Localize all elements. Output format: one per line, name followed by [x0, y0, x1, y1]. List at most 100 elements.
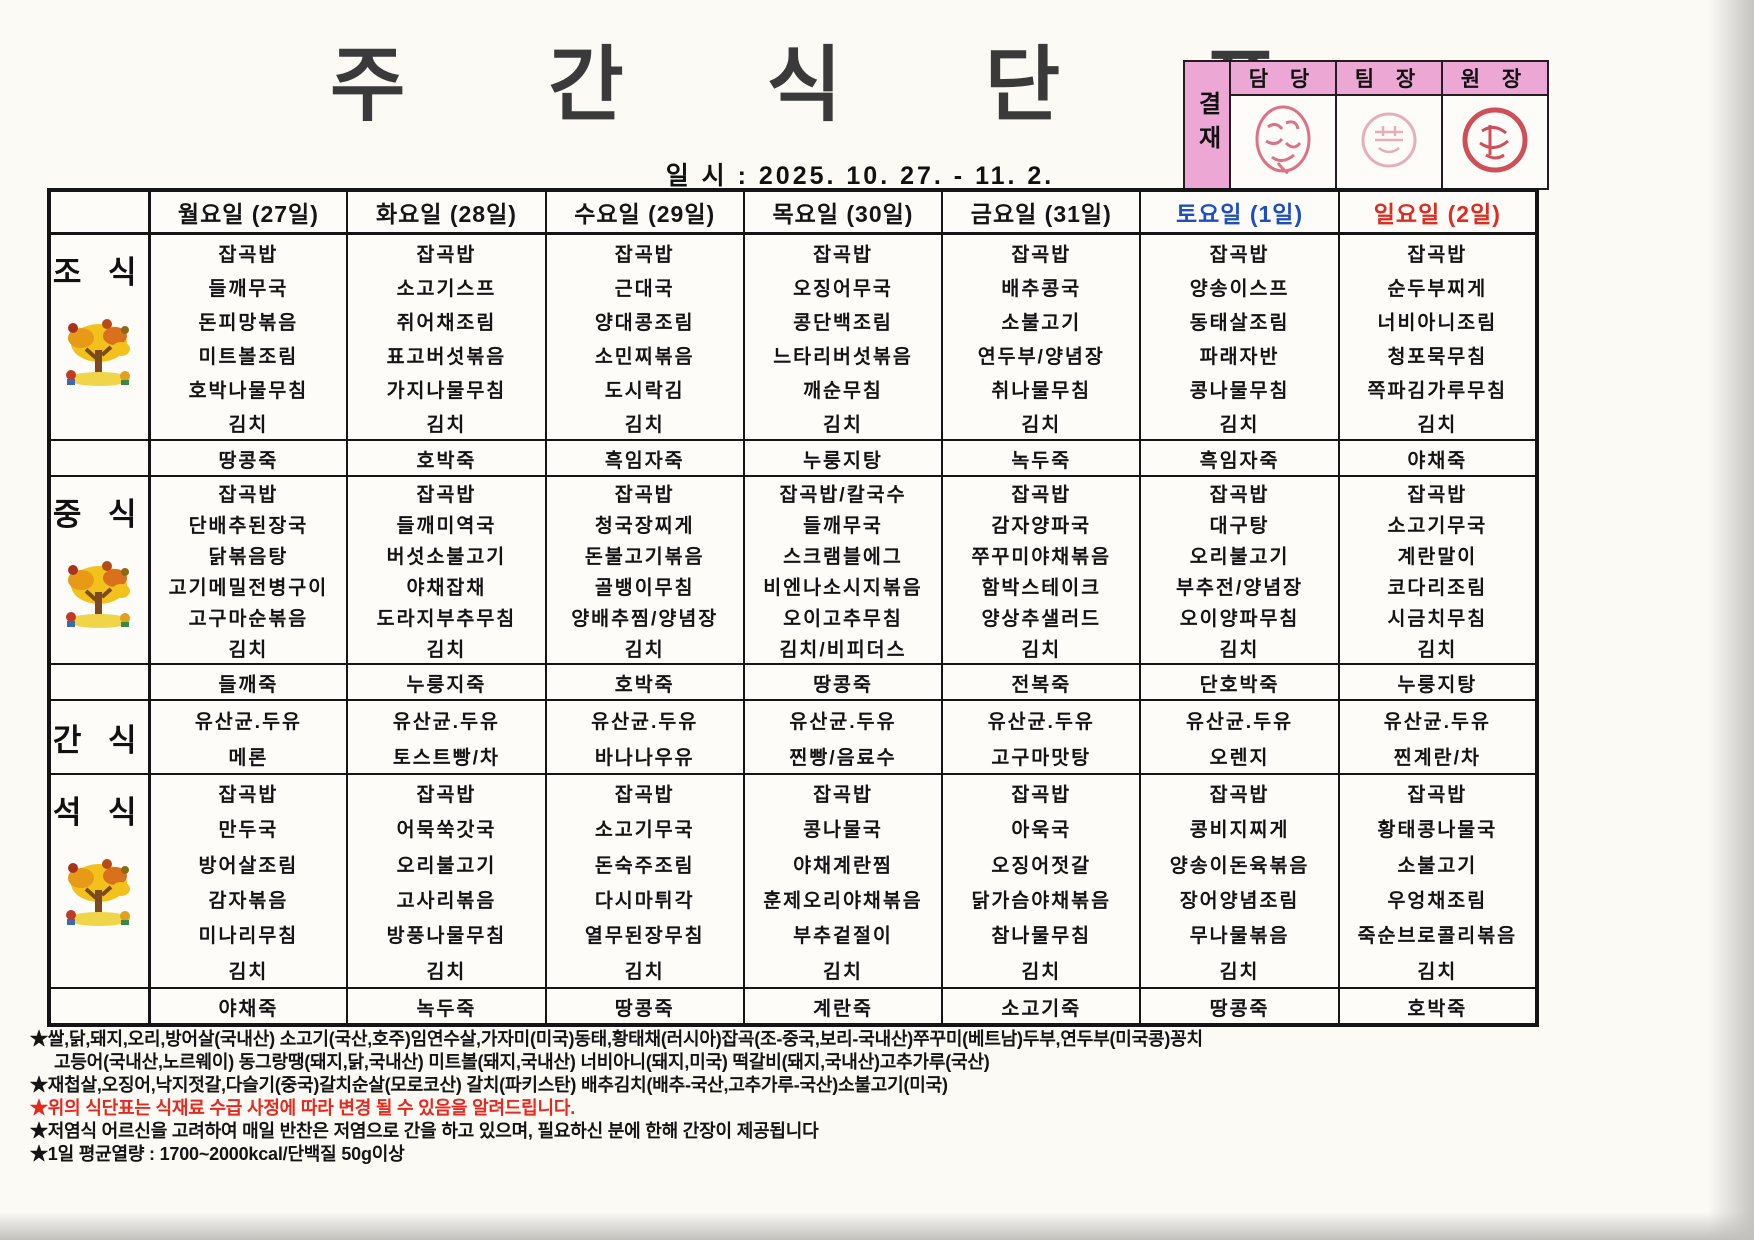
menu-item: 느타리버섯볶음: [773, 345, 913, 368]
menu-item: 동태살조림: [1189, 311, 1290, 334]
menu-item: 김치: [426, 960, 467, 983]
menu-item: 잡곡밥: [218, 784, 279, 807]
day-header-2: 수요일 (29일): [544, 189, 745, 235]
menu-item: 잡곡밥: [614, 243, 675, 266]
menu-item: 김치: [823, 413, 863, 436]
porridge-cell: 녹두죽: [346, 987, 547, 1026]
menu-item: 유산균.두유: [591, 710, 699, 733]
menu-item: 단배추된장국: [188, 515, 309, 537]
menu-item: 유산균.두유: [789, 710, 897, 733]
menu-item: 잡곡밥: [1209, 784, 1270, 807]
menu-item: 들깨미역국: [396, 515, 497, 537]
menu-item: 감자볶음: [208, 890, 289, 913]
menu-cell: 잡곡밥 콩비지찌게 양송이돈육볶음 장어양념조림 무나물볶음 김치: [1139, 773, 1340, 989]
menu-item: 잡곡밥: [1407, 784, 1468, 807]
menu-item: 김치: [228, 960, 269, 983]
menu-item: 유산균.두유: [194, 710, 302, 733]
approval-sign-label: 결재: [1183, 60, 1231, 190]
menu-item: 닭볶음탕: [208, 546, 289, 568]
menu-item: 소불고기: [1001, 311, 1082, 334]
porridge-label-spacer: [48, 663, 151, 701]
menu-item: 오이고추무침: [783, 608, 903, 630]
menu-item: 유산균.두유: [987, 710, 1095, 733]
menu-cell: 유산균.두유 찐빵/음료수: [742, 699, 944, 775]
menu-item: 유산균.두유: [1185, 710, 1294, 733]
menu-item: 소고기무국: [594, 819, 695, 842]
menu-item: 함박스테이크: [981, 577, 1102, 599]
menu-item: 쭈꾸미야채볶음: [971, 546, 1112, 568]
menu-item: 연두부/양념장: [977, 345, 1105, 368]
porridge-cell: 전복죽: [941, 663, 1142, 701]
menu-item: 도시락김: [604, 379, 685, 402]
porridge-cell: 흑임자죽: [1139, 439, 1340, 477]
menu-item: 유산균.두유: [392, 710, 500, 733]
porridge-cell: 누룽지탕: [1337, 663, 1539, 701]
menu-item: 토스트빵/차: [392, 746, 500, 769]
menu-cell: 잡곡밥 만두국 방어살조림 감자볶음 미나리무침 김치: [147, 773, 349, 989]
porridge-cell: 땅콩죽: [544, 987, 745, 1026]
footnote-line-3: ★위의 식단표는 식재료 수급 사정에 따라 변경 될 수 있음을 알려드립니다…: [30, 1098, 576, 1118]
menu-item: 김치: [426, 639, 467, 661]
menu-item: 양배추찜/양념장: [571, 608, 719, 630]
menu-item: 깨순무침: [803, 379, 883, 402]
menu-item: 계란말이: [1397, 546, 1478, 568]
menu-item: 김치: [823, 960, 863, 983]
menu-item: 김치: [1021, 960, 1062, 983]
menu-item: 황태콩나물국: [1377, 819, 1498, 842]
menu-item: 방어살조림: [198, 854, 299, 877]
red-seal-stamp-icon: [1462, 107, 1528, 172]
day-header-1: 화요일 (28일): [346, 189, 547, 235]
menu-item: 쪽파김가루무침: [1367, 379, 1508, 402]
menu-item: 다시마튀각: [594, 890, 695, 913]
menu-cell: 잡곡밥 콩나물국 야채계란찜 훈제오리야채볶음 부추겉절이 김치: [742, 773, 944, 989]
menu-item: 잡곡밥: [813, 784, 873, 807]
menu-cell: 잡곡밥 배추콩국 소불고기 연두부/양념장 취나물무침 김치: [941, 232, 1142, 441]
footnote-line-5: ★1일 평균열량 : 1700~2000kcal/단백질 50g이상: [30, 1144, 405, 1164]
menu-cell: 잡곡밥 근대국 양대콩조림 소민찌볶음 도시락김 김치: [544, 232, 745, 441]
menu-item: 너비아니조림: [1377, 311, 1498, 334]
scan-edge: [1708, 0, 1754, 1240]
menu-item: 코다리조림: [1387, 577, 1488, 599]
menu-item: 잡곡밥: [416, 784, 477, 807]
menu-item: 호박나물무침: [188, 379, 309, 402]
menu-item: 어묵쑥갓국: [396, 819, 497, 842]
porridge-cell: 호박죽: [1337, 987, 1539, 1026]
footnote-line-1: 고등어(국내산,노르웨이) 동그랑땡(돼지,닭,국내산) 미트볼(돼지,국내산)…: [54, 1052, 990, 1072]
menu-item: 만두국: [218, 819, 279, 842]
menu-cell: 잡곡밥 양송이스프 동태살조림 파래자반 콩나물무침 김치: [1139, 232, 1340, 441]
meal-name: 간 식: [52, 722, 146, 758]
menu-item: 죽순브로콜리볶음: [1357, 925, 1518, 948]
menu-item: 콩비지찌게: [1189, 819, 1290, 842]
menu-cell: 잡곡밥 청국장찌게 돈불고기볶음 골뱅이무침 양배추찜/양념장 김치: [544, 475, 745, 665]
menu-item: 바나나우유: [594, 746, 695, 769]
footnote-line-0: ★쌀,닭,돼지,오리,방어살(국내산) 소고기(국산,호주)임연수살,가자미(미…: [30, 1029, 1203, 1049]
menu-cell: 잡곡밥 황태콩나물국 소불고기 우엉채조림 죽순브로콜리볶음 김치: [1337, 773, 1539, 989]
menu-item: 아욱국: [1011, 819, 1072, 842]
menu-item: 돈불고기볶음: [584, 546, 705, 568]
menu-item: 방풍나물무침: [386, 925, 507, 948]
menu-item: 고구마맛탕: [991, 746, 1092, 769]
autumn-tree-icon: [66, 561, 131, 628]
menu-item: 청국장찌게: [594, 515, 695, 537]
menu-item: 김치: [228, 639, 269, 661]
menu-item: 고기메밀전병구이: [168, 577, 329, 599]
porridge-cell: 녹두죽: [941, 439, 1142, 477]
menu-item: 김치: [1417, 639, 1458, 661]
menu-cell: 잡곡밥/칼국수 들깨무국 스크램블에그 비엔나소시지볶음 오이고추무침 김치/비피더스: [742, 475, 944, 665]
porridge-cell: 땅콩죽: [147, 439, 349, 477]
menu-item: 근대국: [614, 277, 675, 300]
menu-item: 김치: [624, 960, 665, 983]
menu-item: 찐계란/차: [1393, 746, 1481, 769]
menu-item: 배추콩국: [1001, 277, 1082, 300]
menu-cell: 잡곡밥 순두부찌게 너비아니조림 청포묵무침 쪽파김가루무침 김치: [1337, 232, 1539, 441]
menu-item: 돈피망볶음: [198, 311, 299, 334]
menu-item: 메론: [228, 746, 269, 769]
autumn-tree-icon: [66, 859, 131, 926]
menu-item: 김치/비피더스: [779, 639, 907, 661]
porridge-cell: 단호박죽: [1139, 663, 1340, 701]
menu-item: 콩단백조림: [793, 311, 893, 334]
approval-col-timjang: 팀 장: [1335, 60, 1443, 96]
menu-item: 김치: [1021, 639, 1062, 661]
menu-item: 청포묵무침: [1387, 345, 1488, 368]
